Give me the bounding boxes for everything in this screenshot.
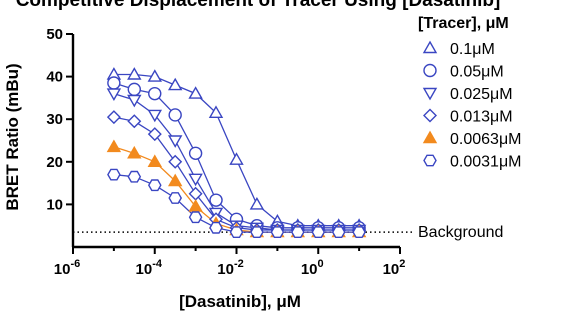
data-point (249, 196, 265, 210)
legend-marker (422, 130, 438, 144)
legend-label: 0.0063μM (450, 131, 521, 148)
y-tick-label: 10 (46, 196, 63, 213)
legend-marker (423, 108, 437, 123)
data-point (188, 146, 203, 160)
legend-label: 0.025μM (450, 86, 513, 103)
y-axis-title: BRET Ratio (mBu) (3, 63, 22, 210)
data-point (208, 105, 224, 119)
legend-label: 0.0031μM (450, 154, 521, 171)
data-point (147, 179, 162, 192)
data-point (106, 88, 122, 102)
data-point (229, 226, 244, 239)
data-point (167, 77, 183, 91)
legend-marker (423, 63, 437, 78)
legend-label: 0.1μM (450, 41, 495, 58)
data-point (167, 135, 183, 148)
data-point (270, 226, 285, 239)
data-point (311, 226, 326, 239)
x-tick-label-base: 10 (301, 261, 318, 278)
data-point (188, 186, 203, 201)
x-tick-label: 10-4 (136, 258, 163, 278)
legend-marker (422, 87, 438, 101)
background-label: Background (418, 224, 503, 241)
data-point (106, 139, 122, 153)
x-tick-label-exponent: -4 (152, 258, 163, 270)
data-point (229, 152, 244, 165)
x-tick-label: 102 (383, 258, 406, 278)
x-tick-label: 10-6 (54, 258, 80, 278)
x-tick-label: 100 (301, 258, 324, 278)
x-tick-label-exponent: 0 (318, 258, 324, 270)
legend-title: [Tracer], μM (418, 15, 509, 32)
x-tick-label: 10-2 (217, 258, 243, 278)
legend-label: 0.05μM (450, 64, 504, 81)
data-point (127, 67, 142, 80)
data-point (127, 82, 141, 97)
data-point (147, 69, 163, 82)
legend: [Tracer], μM 0.1μM 0.05μM 0.025μM 0.013μM 0.… (418, 15, 521, 171)
data-point (127, 170, 142, 183)
x-axis-title: [Dasatinib], μM (179, 292, 301, 311)
legend-label: 0.013μM (450, 109, 513, 126)
legend-marker (422, 40, 438, 54)
y-tick-label: 30 (46, 111, 63, 128)
data-point (188, 86, 203, 99)
data-point (127, 145, 142, 159)
data-point (147, 154, 163, 168)
data-point (331, 226, 346, 239)
y-tick-label: 50 (46, 26, 63, 43)
data-point (352, 226, 366, 239)
data-point (188, 173, 203, 187)
chart-title: Competitive Displacement of Tracer Using… (16, 0, 501, 11)
data-point (147, 109, 163, 123)
x-tick-label-base: 10 (136, 261, 153, 278)
x-tick-label-base: 10 (217, 261, 234, 278)
data-point (168, 108, 182, 122)
x-tick-label-base: 10 (54, 261, 71, 278)
data-point (167, 173, 183, 187)
data-point (148, 86, 162, 101)
x-tick-label-exponent: 2 (399, 258, 405, 270)
y-tick-label: 20 (46, 154, 63, 171)
legend-marker (423, 154, 437, 167)
data-point (127, 94, 142, 108)
data-point (107, 76, 121, 90)
data-point (209, 221, 223, 234)
data-point (107, 168, 121, 181)
data-point (127, 114, 142, 129)
x-tick-label-exponent: -2 (234, 258, 244, 270)
data-point (168, 154, 183, 169)
data-point (106, 110, 121, 125)
data-point (188, 199, 203, 212)
y-tick-label: 40 (46, 69, 63, 86)
data-point (290, 226, 305, 239)
data-point (250, 226, 264, 239)
x-tick-label-exponent: -6 (70, 258, 80, 270)
data-point (168, 192, 183, 204)
data-point (188, 211, 203, 224)
x-tick-label-base: 10 (383, 261, 400, 278)
data-point (209, 193, 223, 207)
data-point (147, 127, 162, 142)
